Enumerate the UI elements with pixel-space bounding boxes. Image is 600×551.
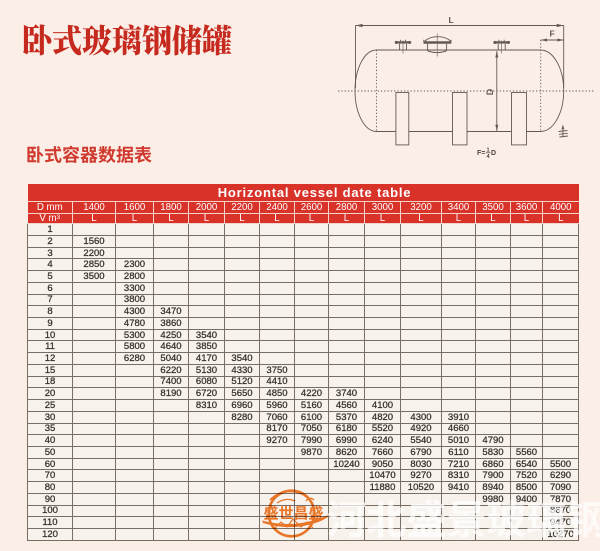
svg-text:L: L	[449, 15, 454, 25]
svg-text:F=: F=	[477, 150, 485, 157]
svg-text:D: D	[491, 150, 496, 157]
svg-text:4: 4	[487, 154, 491, 160]
svg-text:F: F	[550, 29, 555, 39]
svg-text:D: D	[485, 88, 495, 95]
svg-text:1: 1	[487, 148, 490, 154]
